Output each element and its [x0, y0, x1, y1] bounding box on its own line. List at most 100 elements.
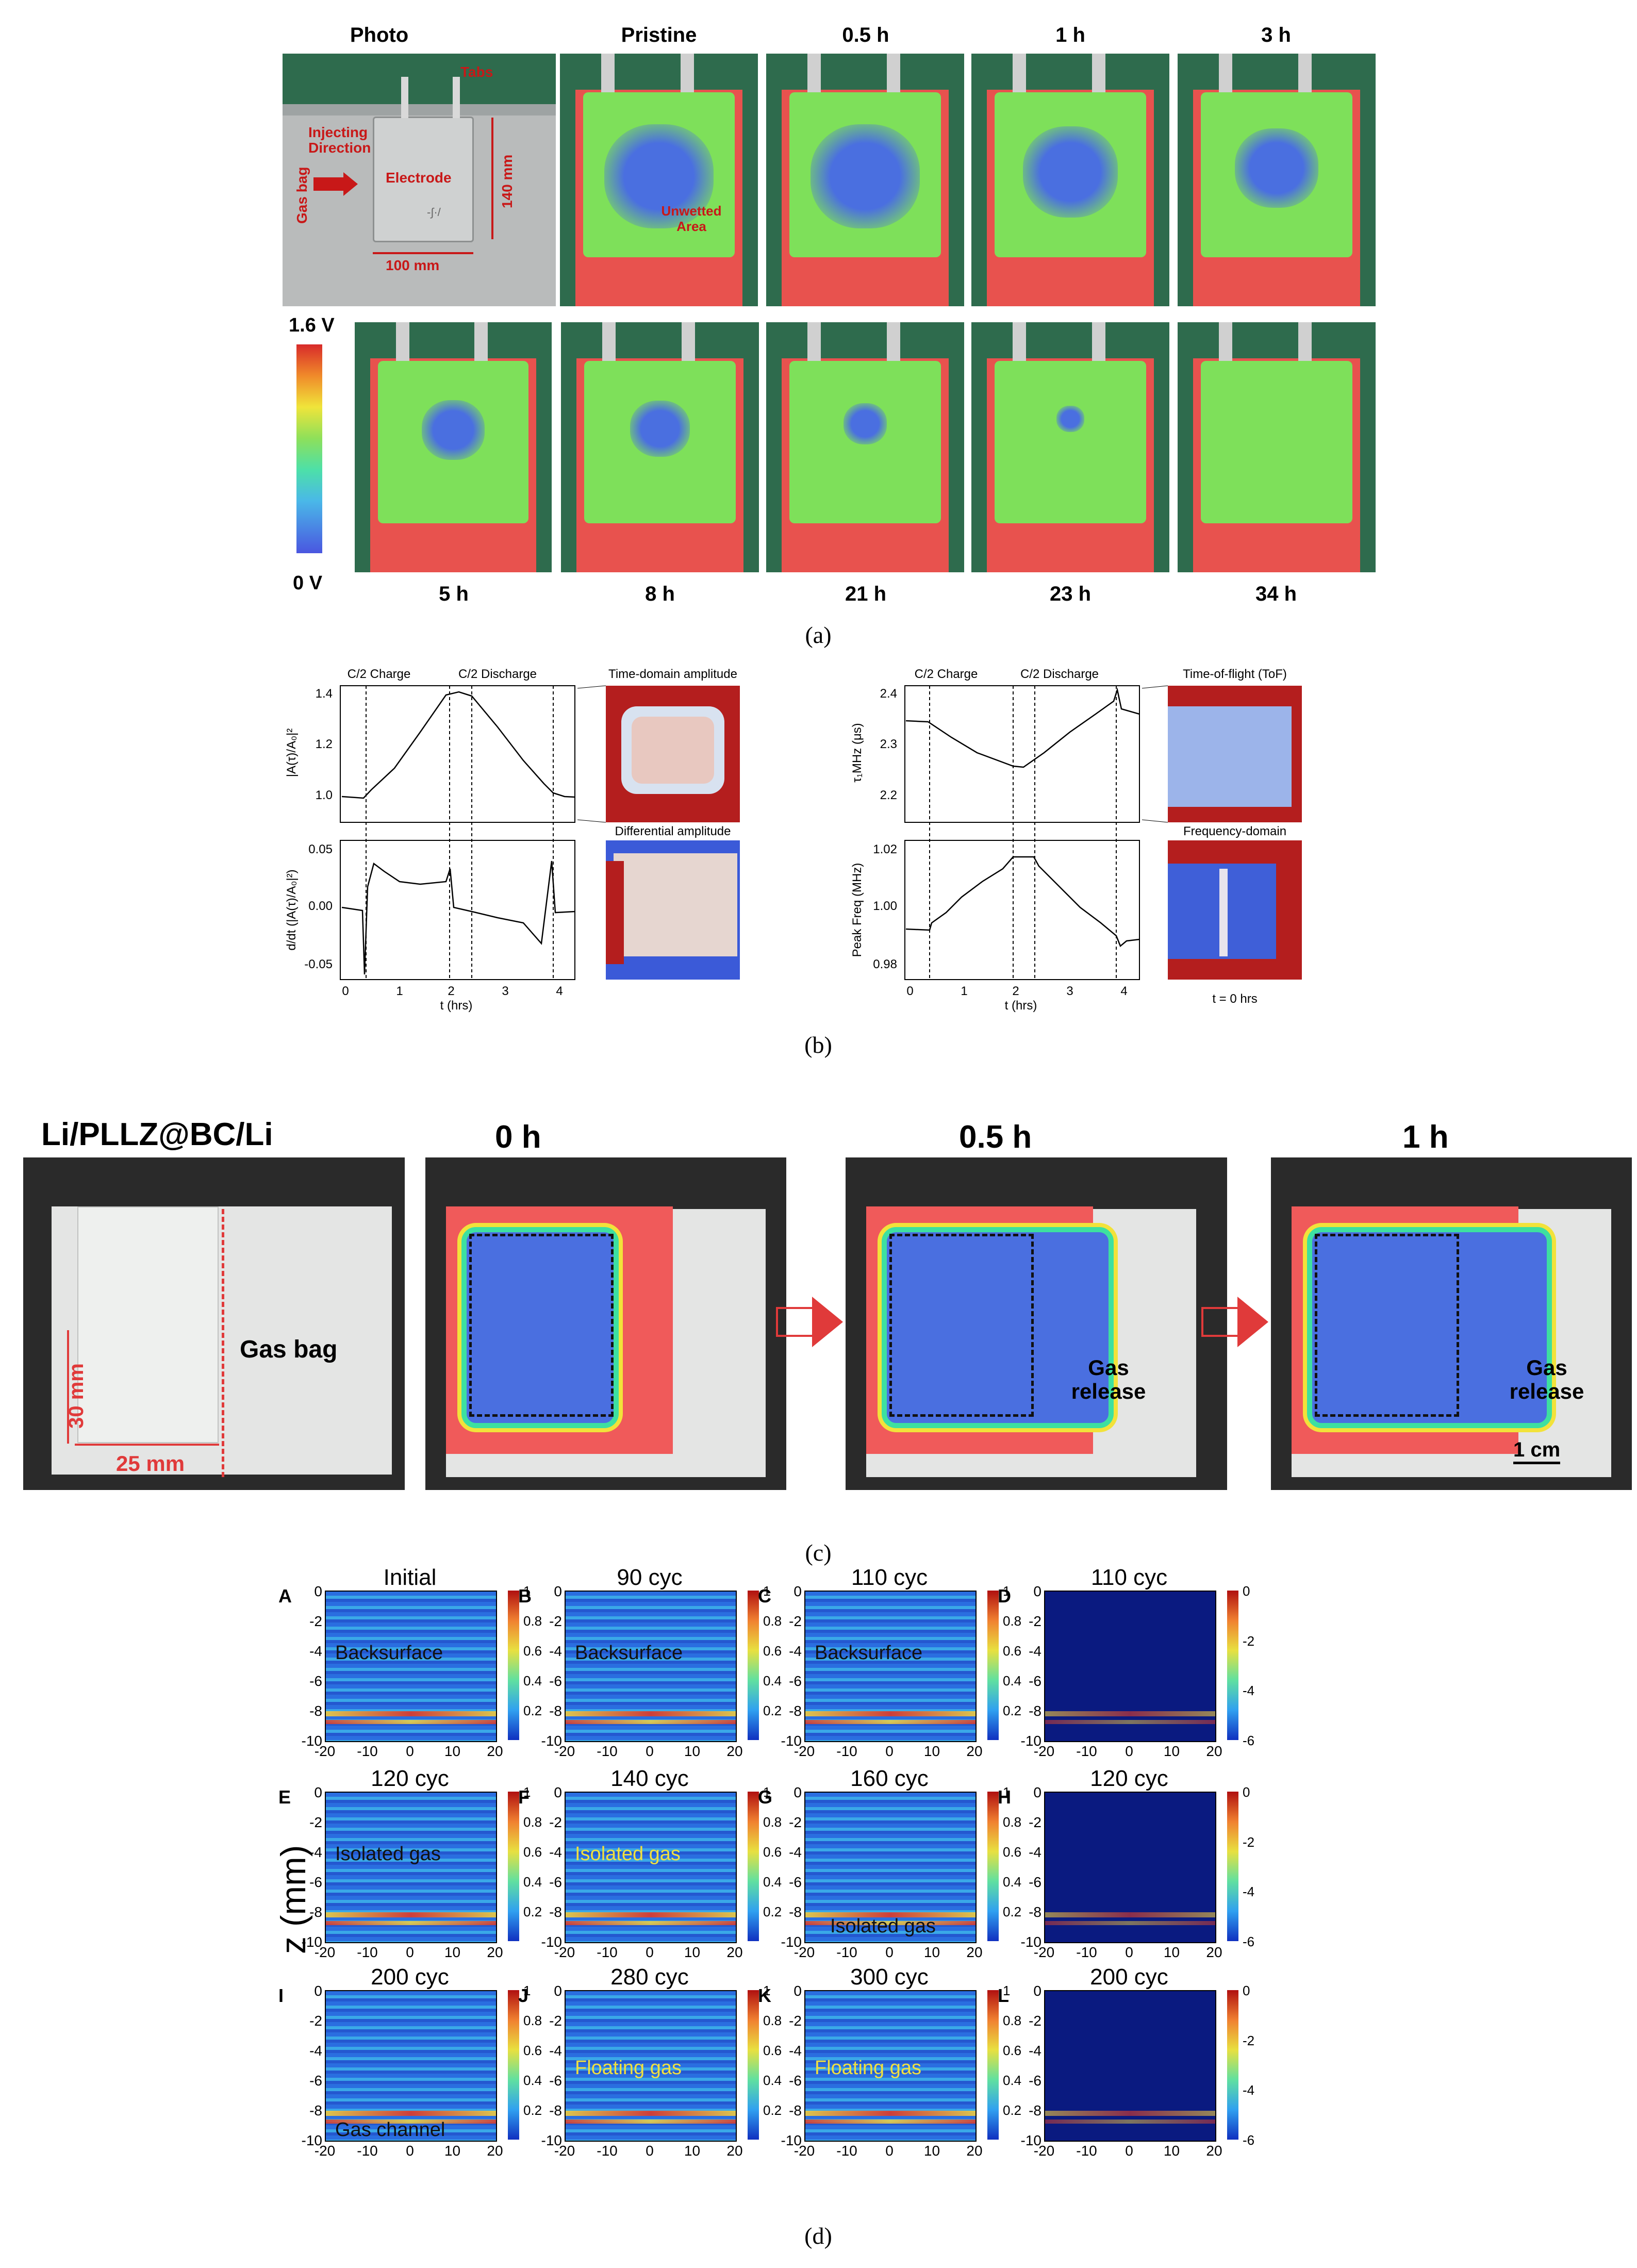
xtick: 20 [726, 2143, 743, 2159]
plot-tof-frame [904, 685, 1140, 823]
xtick: 10 [923, 2143, 940, 2159]
ytick: -4 [309, 2043, 322, 2059]
xtick: -10 [1076, 1743, 1097, 1759]
ytick: -2 [1029, 2013, 1041, 2029]
xtick: -20 [1033, 1944, 1055, 1960]
subpanel-j: J 280 cyc 0 -2 -4 -6 -8 -10 -20 -10 0 10 20 1 0.8 0.6 0… [518, 1964, 791, 2171]
ytick: -2 [789, 1613, 802, 1629]
subpanel-note: Backsurface [335, 1642, 443, 1664]
unwetted-region [604, 124, 714, 229]
ytick: 0 [554, 1784, 562, 1800]
ytick: 0 [314, 1784, 322, 1800]
caption-c: (c) [805, 1539, 832, 1566]
xtick: -20 [314, 1743, 336, 1759]
subpanel-note: Backsurface [575, 1642, 683, 1664]
subpanel-heatmap [804, 1792, 977, 1943]
ytick: 0 [1033, 1583, 1041, 1599]
xtick: 10 [444, 2143, 461, 2159]
cbar-tick: 1 [1003, 1983, 1011, 1998]
cbar-tick: 1 [523, 1583, 531, 1599]
ytick: -6 [549, 1673, 562, 1689]
electrode-label: Electrode [386, 170, 452, 186]
ytick: -2 [549, 2013, 562, 2029]
ytick: -4 [1029, 2043, 1041, 2059]
cbar-tick: 1 [1003, 1784, 1011, 1800]
subpanel-heatmap [325, 1792, 497, 1943]
ytick: -8 [1029, 2103, 1041, 2118]
cbar-tick: 0.6 [523, 2043, 542, 2058]
svg-text:0.05: 0.05 [308, 842, 333, 856]
panel-b-figure: C/2 Charge C/2 Discharge 1.4 1.2 1.0 0.0… [285, 667, 1302, 1013]
ytick: -8 [789, 1904, 802, 1920]
unwetted-region [1022, 126, 1118, 218]
subpanel-letter: J [518, 1985, 529, 2006]
ytick: -4 [789, 2043, 802, 2059]
cbar-tick: 0.2 [1003, 1904, 1022, 1919]
cbar-tick: 0.8 [1003, 1613, 1022, 1629]
xtick: -10 [1076, 1944, 1097, 1960]
svg-text:Differential amplitude: Differential amplitude [615, 824, 731, 838]
svg-text:2.2: 2.2 [880, 788, 897, 802]
cbar-tick: 0.4 [1003, 2073, 1022, 2088]
subpanel-letter: E [278, 1786, 291, 1808]
gas-release-label: Gas release [1509, 1355, 1584, 1403]
subpanel-c: C 110 cyc 0 -2 -4 -6 -8 -10 -20 -10 0 10 20 1 0.8 0.6 0… [758, 1565, 1031, 1771]
subpanel-heatmap [565, 1990, 737, 2142]
cbar-tick: 0.6 [763, 2043, 782, 2058]
ytick: 0 [1033, 1983, 1041, 1999]
xtick: 0 [885, 2143, 894, 2159]
cbar-tick: 0.8 [763, 1613, 782, 1629]
xtick: 0 [885, 1743, 894, 1759]
xtick: 0 [1125, 2143, 1133, 2159]
label-1h: 1 h [1055, 24, 1085, 46]
subpanel-note: Isolated gas [575, 1843, 681, 1865]
colorbar-a [296, 344, 322, 553]
xtick: 0 [885, 1944, 894, 1960]
cbar-tick: 0.2 [1003, 1703, 1022, 1718]
xtick: -10 [597, 1743, 618, 1759]
ytick: 0 [1033, 1784, 1041, 1800]
svg-text:2.3: 2.3 [880, 737, 897, 751]
label-0-5h: 0.5 h [842, 24, 889, 46]
ytick: -10 [1020, 2132, 1041, 2148]
ytick: -10 [781, 1733, 802, 1749]
ytick: -2 [789, 2013, 802, 2029]
subpanel-letter: I [278, 1985, 284, 2006]
cbar-tick: 0.4 [1003, 1673, 1022, 1688]
thermal-frame [766, 54, 964, 306]
cbar-tick: -4 [1243, 1884, 1255, 1900]
xtick: 0 [1125, 1743, 1133, 1759]
xtick: -20 [554, 1944, 575, 1960]
svg-text:t (hrs): t (hrs) [1005, 999, 1037, 1013]
cbar-tick: -6 [1243, 2132, 1255, 2148]
xtick: 10 [684, 2143, 701, 2159]
label-pristine: Pristine [621, 24, 697, 46]
unwetted-region [843, 403, 887, 444]
colorbar-d [748, 1792, 759, 1941]
unwetted-region [811, 124, 920, 229]
label-3h: 3 h [1261, 24, 1291, 46]
svg-text:-0.05: -0.05 [304, 957, 333, 971]
subpanel-note: Isolated gas [830, 1915, 936, 1937]
subpanel-letter: F [518, 1786, 530, 1808]
cbar-tick: 0.4 [523, 1874, 542, 1890]
ytick: 0 [314, 1983, 322, 1999]
ytick: 0 [554, 1583, 562, 1599]
svg-text:Time-of-flight (ToF): Time-of-flight (ToF) [1183, 667, 1287, 681]
xtick: 0 [646, 1944, 654, 1960]
svg-text:1.4: 1.4 [316, 687, 333, 701]
subpanel-letter: K [758, 1985, 771, 2006]
xtick: -10 [836, 2143, 857, 2159]
ytick: 0 [793, 1784, 802, 1800]
subpanel-title: 110 cyc [851, 1565, 928, 1590]
cbar-tick: 0.6 [763, 1643, 782, 1659]
cell-photo: Tabs Injecting Direction Gas bag Electro… [283, 54, 556, 306]
cbar-tick: 0.8 [763, 2013, 782, 2028]
cbar-tick: 1 [523, 1983, 531, 1998]
ytick: -6 [1029, 1673, 1041, 1689]
left-plots: C/2 Charge C/2 Discharge 1.4 1.2 1.0 0.0… [285, 667, 740, 1013]
svg-text:0: 0 [906, 984, 913, 998]
xtick: 10 [444, 1743, 461, 1759]
ytick: -6 [1029, 1874, 1041, 1890]
colorbar-d [508, 1990, 519, 2140]
